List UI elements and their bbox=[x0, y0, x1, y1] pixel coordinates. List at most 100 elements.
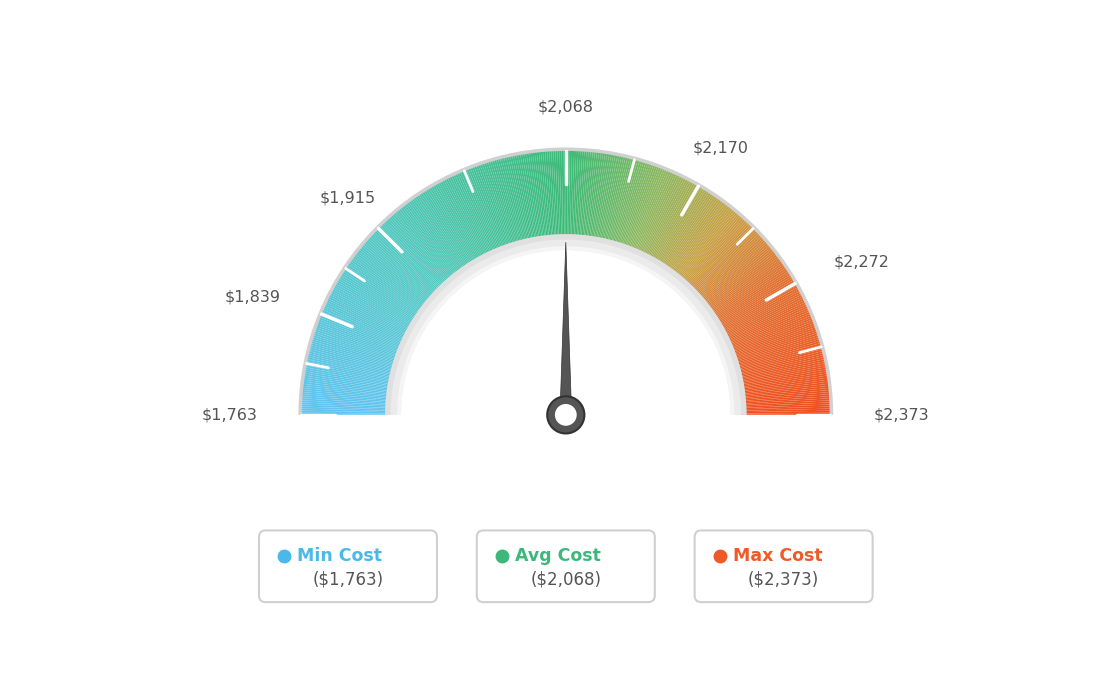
Wedge shape bbox=[322, 306, 416, 348]
Wedge shape bbox=[613, 160, 644, 257]
Wedge shape bbox=[327, 298, 418, 344]
Wedge shape bbox=[302, 380, 403, 394]
Wedge shape bbox=[647, 184, 699, 273]
Wedge shape bbox=[708, 279, 796, 332]
Wedge shape bbox=[305, 361, 404, 383]
Wedge shape bbox=[723, 337, 820, 368]
Wedge shape bbox=[618, 163, 651, 259]
Wedge shape bbox=[555, 149, 561, 250]
Wedge shape bbox=[615, 161, 648, 258]
Wedge shape bbox=[400, 206, 464, 286]
Wedge shape bbox=[640, 178, 688, 268]
Wedge shape bbox=[302, 382, 402, 395]
Wedge shape bbox=[337, 278, 425, 331]
Wedge shape bbox=[681, 226, 754, 298]
Wedge shape bbox=[307, 355, 405, 379]
Wedge shape bbox=[729, 377, 829, 393]
Wedge shape bbox=[395, 210, 460, 289]
Wedge shape bbox=[679, 223, 751, 297]
Wedge shape bbox=[471, 166, 509, 261]
Wedge shape bbox=[714, 300, 806, 345]
Wedge shape bbox=[711, 288, 800, 338]
Wedge shape bbox=[332, 287, 422, 337]
Text: ($1,763): ($1,763) bbox=[312, 571, 383, 589]
Wedge shape bbox=[720, 321, 815, 358]
Wedge shape bbox=[728, 363, 827, 384]
Wedge shape bbox=[458, 171, 500, 264]
Wedge shape bbox=[408, 200, 469, 282]
Wedge shape bbox=[385, 234, 746, 415]
Wedge shape bbox=[558, 149, 562, 250]
Wedge shape bbox=[722, 331, 818, 364]
Wedge shape bbox=[301, 388, 402, 400]
Wedge shape bbox=[416, 194, 475, 279]
Wedge shape bbox=[488, 160, 519, 257]
Wedge shape bbox=[304, 369, 404, 388]
Wedge shape bbox=[486, 161, 518, 258]
Wedge shape bbox=[413, 197, 473, 280]
Wedge shape bbox=[667, 205, 730, 286]
Wedge shape bbox=[308, 347, 406, 374]
Wedge shape bbox=[704, 270, 790, 326]
Wedge shape bbox=[310, 341, 407, 370]
Text: $2,170: $2,170 bbox=[692, 141, 749, 156]
Wedge shape bbox=[340, 273, 427, 328]
Text: $1,839: $1,839 bbox=[225, 290, 280, 305]
Wedge shape bbox=[699, 259, 782, 319]
Wedge shape bbox=[629, 170, 669, 263]
Wedge shape bbox=[729, 373, 828, 391]
Wedge shape bbox=[339, 275, 426, 329]
Wedge shape bbox=[576, 150, 584, 250]
Wedge shape bbox=[346, 264, 431, 322]
Wedge shape bbox=[315, 327, 411, 362]
Wedge shape bbox=[373, 230, 447, 301]
Wedge shape bbox=[301, 384, 402, 397]
Wedge shape bbox=[583, 150, 595, 251]
Wedge shape bbox=[696, 250, 776, 314]
Wedge shape bbox=[321, 309, 415, 351]
Wedge shape bbox=[666, 204, 729, 285]
Wedge shape bbox=[516, 154, 537, 253]
Wedge shape bbox=[577, 150, 586, 250]
Wedge shape bbox=[470, 166, 508, 262]
Text: $2,068: $2,068 bbox=[538, 99, 594, 115]
Wedge shape bbox=[359, 247, 438, 312]
Wedge shape bbox=[723, 339, 821, 369]
Wedge shape bbox=[586, 151, 602, 252]
Wedge shape bbox=[676, 217, 744, 293]
Wedge shape bbox=[654, 190, 710, 277]
Wedge shape bbox=[365, 239, 443, 307]
Wedge shape bbox=[464, 168, 503, 263]
Wedge shape bbox=[671, 212, 739, 290]
Wedge shape bbox=[390, 214, 458, 291]
Wedge shape bbox=[730, 398, 831, 406]
Wedge shape bbox=[570, 149, 574, 250]
Circle shape bbox=[554, 403, 577, 427]
Wedge shape bbox=[305, 363, 404, 384]
Wedge shape bbox=[512, 155, 533, 254]
Wedge shape bbox=[609, 159, 638, 257]
Wedge shape bbox=[703, 267, 788, 324]
Wedge shape bbox=[422, 190, 478, 277]
Wedge shape bbox=[587, 152, 603, 252]
Wedge shape bbox=[726, 355, 825, 379]
Text: ($2,068): ($2,068) bbox=[530, 571, 602, 589]
Wedge shape bbox=[305, 365, 404, 385]
Wedge shape bbox=[300, 398, 402, 406]
Wedge shape bbox=[713, 296, 805, 342]
Wedge shape bbox=[662, 200, 723, 282]
Wedge shape bbox=[671, 210, 736, 289]
Wedge shape bbox=[405, 202, 467, 284]
Wedge shape bbox=[571, 149, 576, 250]
Wedge shape bbox=[308, 349, 406, 375]
Wedge shape bbox=[304, 373, 403, 391]
FancyBboxPatch shape bbox=[694, 531, 872, 602]
Wedge shape bbox=[731, 408, 831, 413]
Wedge shape bbox=[351, 257, 433, 318]
Wedge shape bbox=[572, 150, 578, 250]
Wedge shape bbox=[718, 313, 813, 353]
Wedge shape bbox=[715, 306, 809, 348]
Wedge shape bbox=[730, 394, 831, 403]
Wedge shape bbox=[362, 242, 440, 309]
Wedge shape bbox=[625, 167, 664, 262]
